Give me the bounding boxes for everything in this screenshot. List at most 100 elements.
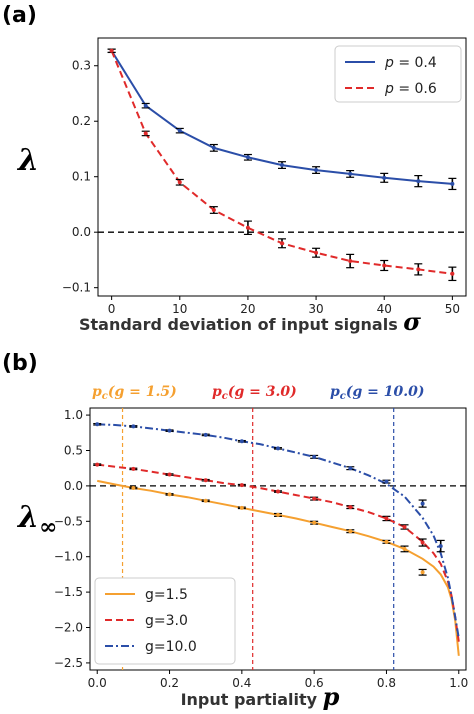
legend-label-1: g=3.0 (145, 613, 188, 629)
y-tick-label: 0.5 (64, 443, 83, 457)
data-point (131, 424, 136, 429)
data-point (143, 131, 148, 136)
data-point (312, 520, 317, 525)
legend-label-0: p = 0.4 (384, 55, 437, 71)
panel-b: 0.0 0.2 0.4 0.6 0.8 1.0 −2.5 −2.0 −1.5 −1.0 −0.5 0.… (2, 351, 468, 711)
data-point (348, 529, 353, 534)
panel-label: (b) (2, 351, 38, 376)
x-tick-label: 0.2 (160, 676, 179, 690)
data-point (131, 486, 136, 491)
x-tick-label: 50 (445, 302, 460, 316)
data-point (382, 175, 387, 180)
data-point (276, 489, 280, 494)
x-tick-label: 0.4 (232, 676, 251, 690)
x-tick-label: 10 (172, 302, 187, 316)
panel-label: (a) (2, 3, 37, 28)
y-tick-label: −2.0 (54, 621, 83, 635)
data-point (211, 208, 216, 212)
data-point (312, 454, 317, 459)
y-axis-label: λ∞ (16, 500, 57, 540)
x-tick-label: 40 (377, 302, 392, 316)
x-tick-label: 30 (308, 302, 323, 316)
data-point (95, 422, 100, 427)
y-tick-label: 0.2 (72, 114, 91, 128)
data-point (348, 505, 353, 510)
y-tick-label: −1.5 (54, 585, 83, 599)
data-point (382, 263, 387, 268)
data-point (312, 496, 317, 501)
data-point (348, 259, 353, 264)
data-point (348, 466, 353, 471)
data-point (416, 267, 421, 272)
data-point (450, 181, 455, 186)
data-point (95, 462, 100, 467)
data-point (245, 155, 250, 160)
data-point (384, 539, 389, 544)
data-point (177, 128, 182, 133)
x-tick-label: 0.0 (88, 676, 107, 690)
data-point (438, 544, 443, 549)
critical-label-2: pc(g = 10.0) (330, 384, 425, 402)
x-tick-label: 0.6 (305, 676, 324, 690)
data-point (167, 472, 172, 477)
legend-box (334, 45, 462, 103)
data-point (276, 446, 280, 451)
x-axis-label: Input partiality p (181, 682, 340, 711)
series-line-1 (97, 463, 460, 642)
data-point (314, 250, 319, 255)
x-tick-label: 0.8 (377, 676, 396, 690)
panel-a: 0 10 20 30 40 50 −0.1 0.0 0.1 0.2 0.3 (a) Standard d… (2, 3, 467, 336)
data-point (245, 225, 250, 230)
data-point (203, 432, 208, 437)
y-tick-label: −1.0 (54, 550, 83, 564)
data-point (416, 179, 421, 184)
data-point (167, 492, 172, 497)
y-tick-label: −0.5 (54, 514, 83, 528)
data-point (143, 103, 148, 108)
data-point (167, 428, 172, 433)
data-point (239, 483, 244, 488)
data-point (239, 505, 244, 510)
plot-frame (89, 407, 467, 671)
legend-label-2: g=10.0 (145, 639, 197, 655)
x-tick-label: 20 (240, 302, 255, 316)
y-tick-label: 0.0 (64, 479, 83, 493)
data-point (203, 478, 208, 483)
x-tick-label: 1.0 (449, 676, 468, 690)
data-point (384, 479, 389, 484)
legend-box (94, 577, 236, 665)
critical-label-1: pc(g = 3.0) (212, 384, 297, 402)
data-point (280, 163, 284, 168)
y-tick-label: 0.1 (72, 170, 91, 184)
x-axis-label: Standard deviation of input signals σ (79, 307, 421, 336)
data-point (314, 168, 319, 173)
data-point (109, 48, 114, 53)
plot-frame (97, 37, 467, 297)
data-point (239, 439, 244, 444)
data-point (131, 466, 136, 471)
data-point (420, 540, 425, 545)
data-point (420, 501, 425, 506)
data-point (280, 241, 284, 246)
data-point (384, 516, 389, 521)
y-tick-label: 0.3 (72, 59, 91, 73)
y-tick-label: −2.5 (54, 656, 83, 670)
data-point (276, 512, 280, 517)
y-axis-label: λ (16, 143, 39, 178)
data-point (203, 498, 208, 503)
data-point (402, 546, 407, 551)
data-point (177, 180, 182, 185)
data-point (211, 145, 216, 150)
y-tick-label: 1.0 (64, 408, 83, 422)
y-tick-label: −0.1 (62, 281, 91, 295)
data-point (348, 171, 353, 176)
critical-label-0: pc(g = 1.5) (92, 384, 177, 402)
data-point (402, 524, 407, 529)
legend-label-0: g=1.5 (145, 587, 188, 603)
data-point (450, 271, 455, 276)
x-tick-label: 0 (108, 302, 116, 316)
y-tick-label: 0.0 (72, 225, 91, 239)
legend-label-1: p = 0.6 (384, 81, 437, 97)
data-point (420, 570, 425, 575)
